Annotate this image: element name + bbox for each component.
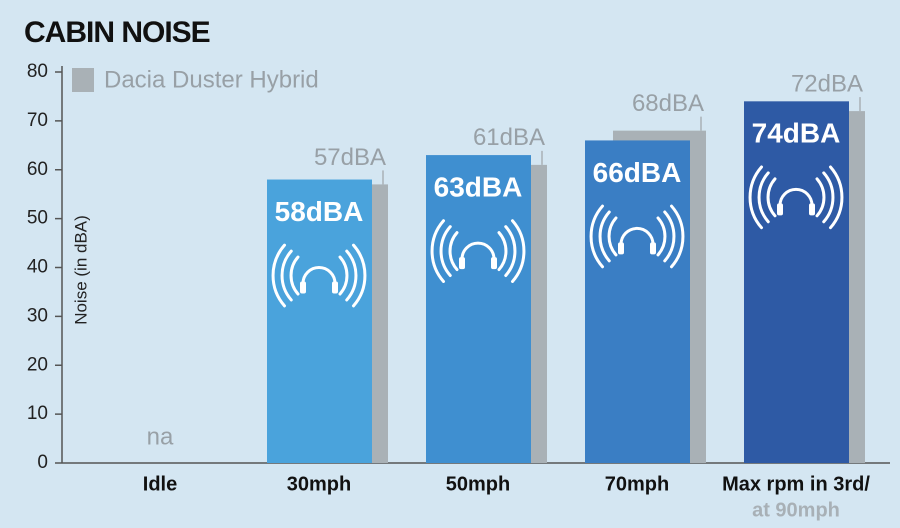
y-tick-label: 20 (27, 354, 48, 375)
value-label: na (147, 423, 174, 450)
value-label: 72dBA (791, 70, 863, 97)
icon-cup (459, 257, 465, 270)
x-tick-label: 70mph (605, 473, 669, 495)
icon-band (778, 187, 814, 207)
icon-wave (352, 243, 367, 308)
icon-wave (439, 225, 452, 278)
x-tick-label: 50mph (446, 473, 510, 495)
icon-cup (809, 203, 815, 216)
icon-wave (280, 249, 293, 302)
icon-cup (618, 242, 624, 255)
bar (426, 155, 531, 463)
y-tick-label: 30 (27, 305, 48, 326)
icon-cup (650, 242, 656, 255)
headphones-icon (271, 243, 367, 308)
icon-wave (815, 177, 826, 218)
icon-wave (748, 165, 763, 230)
bar (585, 140, 690, 464)
icon-wave (670, 204, 685, 269)
icon-band (301, 266, 337, 286)
value-label: 57dBA (314, 144, 386, 171)
icon-band (460, 241, 496, 261)
icon-wave (766, 177, 777, 218)
y-tick-label: 0 (37, 452, 48, 473)
icon-wave (757, 171, 770, 224)
value-label: 61dBA (473, 124, 545, 151)
y-tick-label: 60 (27, 159, 48, 180)
legend-swatch (72, 68, 94, 92)
x-tick-label: 30mph (287, 473, 351, 495)
icon-wave (271, 243, 286, 308)
icon-wave (448, 231, 459, 272)
value-label: 74dBA (752, 118, 841, 149)
icon-wave (829, 165, 844, 230)
chart-title: CABIN NOISE (24, 16, 210, 49)
icon-wave (430, 219, 445, 283)
icon-cup (777, 203, 783, 216)
x-tick-label: Idle (143, 473, 177, 495)
headphones-icon (430, 219, 526, 283)
y-tick-label: 50 (27, 208, 48, 229)
y-tick-label: 80 (27, 61, 48, 82)
icon-cup (332, 281, 338, 294)
icon-wave (656, 216, 667, 257)
icon-wave (511, 219, 526, 283)
headphones-icon (589, 204, 685, 269)
icon-wave (345, 249, 358, 302)
value-label: 66dBA (593, 157, 682, 188)
x-tick-label: at 90mph (752, 499, 840, 521)
x-tick-label: Max rpm in 3rd/ (722, 473, 870, 495)
y-tick-label: 70 (27, 110, 48, 131)
icon-cup (491, 257, 497, 270)
icon-wave (598, 210, 611, 263)
y-tick-label: 10 (27, 403, 48, 424)
y-axis-label: Noise (in dBA) (71, 215, 90, 325)
icon-wave (822, 171, 835, 224)
value-label: 63dBA (434, 171, 523, 202)
icon-wave (338, 255, 349, 296)
y-tick-label: 40 (27, 257, 48, 278)
value-label: 58dBA (275, 196, 364, 227)
value-label: 68dBA (632, 90, 704, 117)
icon-wave (589, 204, 604, 269)
icon-cup (300, 281, 306, 294)
bar (744, 101, 849, 463)
icon-wave (504, 225, 517, 278)
icon-wave (497, 231, 508, 272)
icon-wave (607, 216, 618, 257)
headphones-icon (748, 165, 844, 230)
icon-wave (663, 210, 676, 263)
icon-wave (289, 255, 300, 296)
legend-label: Dacia Duster Hybrid (104, 66, 319, 93)
icon-band (619, 226, 655, 246)
bar (267, 179, 372, 463)
